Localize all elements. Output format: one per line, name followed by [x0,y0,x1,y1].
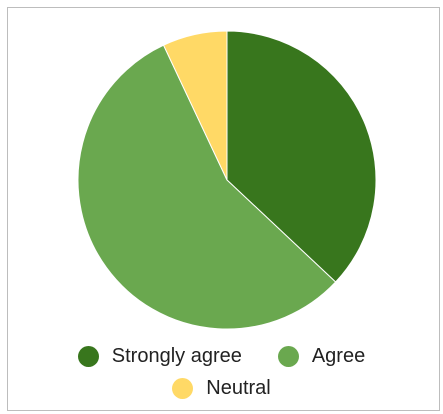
legend-swatch-strongly-agree [77,345,99,367]
pie-slice-agree[interactable] [77,44,337,330]
legend-swatch-neutral [172,377,194,399]
legend: Strongly agree Agree Neutral [0,340,443,404]
legend-swatch-agree [277,345,299,367]
legend-row-2: Neutral [0,372,443,404]
legend-row-1: Strongly agree Agree [0,340,443,372]
legend-item-strongly-agree[interactable]: Strongly agree [77,344,242,368]
legend-label-strongly-agree: Strongly agree [111,344,242,367]
legend-item-neutral[interactable]: Neutral [172,376,271,400]
pie-slice-strongly-agree[interactable] [226,30,377,283]
legend-item-agree[interactable]: Agree [277,344,366,368]
legend-label-agree: Agree [311,344,366,367]
pie-slice-neutral[interactable] [162,30,228,181]
legend-label-neutral: Neutral [206,376,271,399]
